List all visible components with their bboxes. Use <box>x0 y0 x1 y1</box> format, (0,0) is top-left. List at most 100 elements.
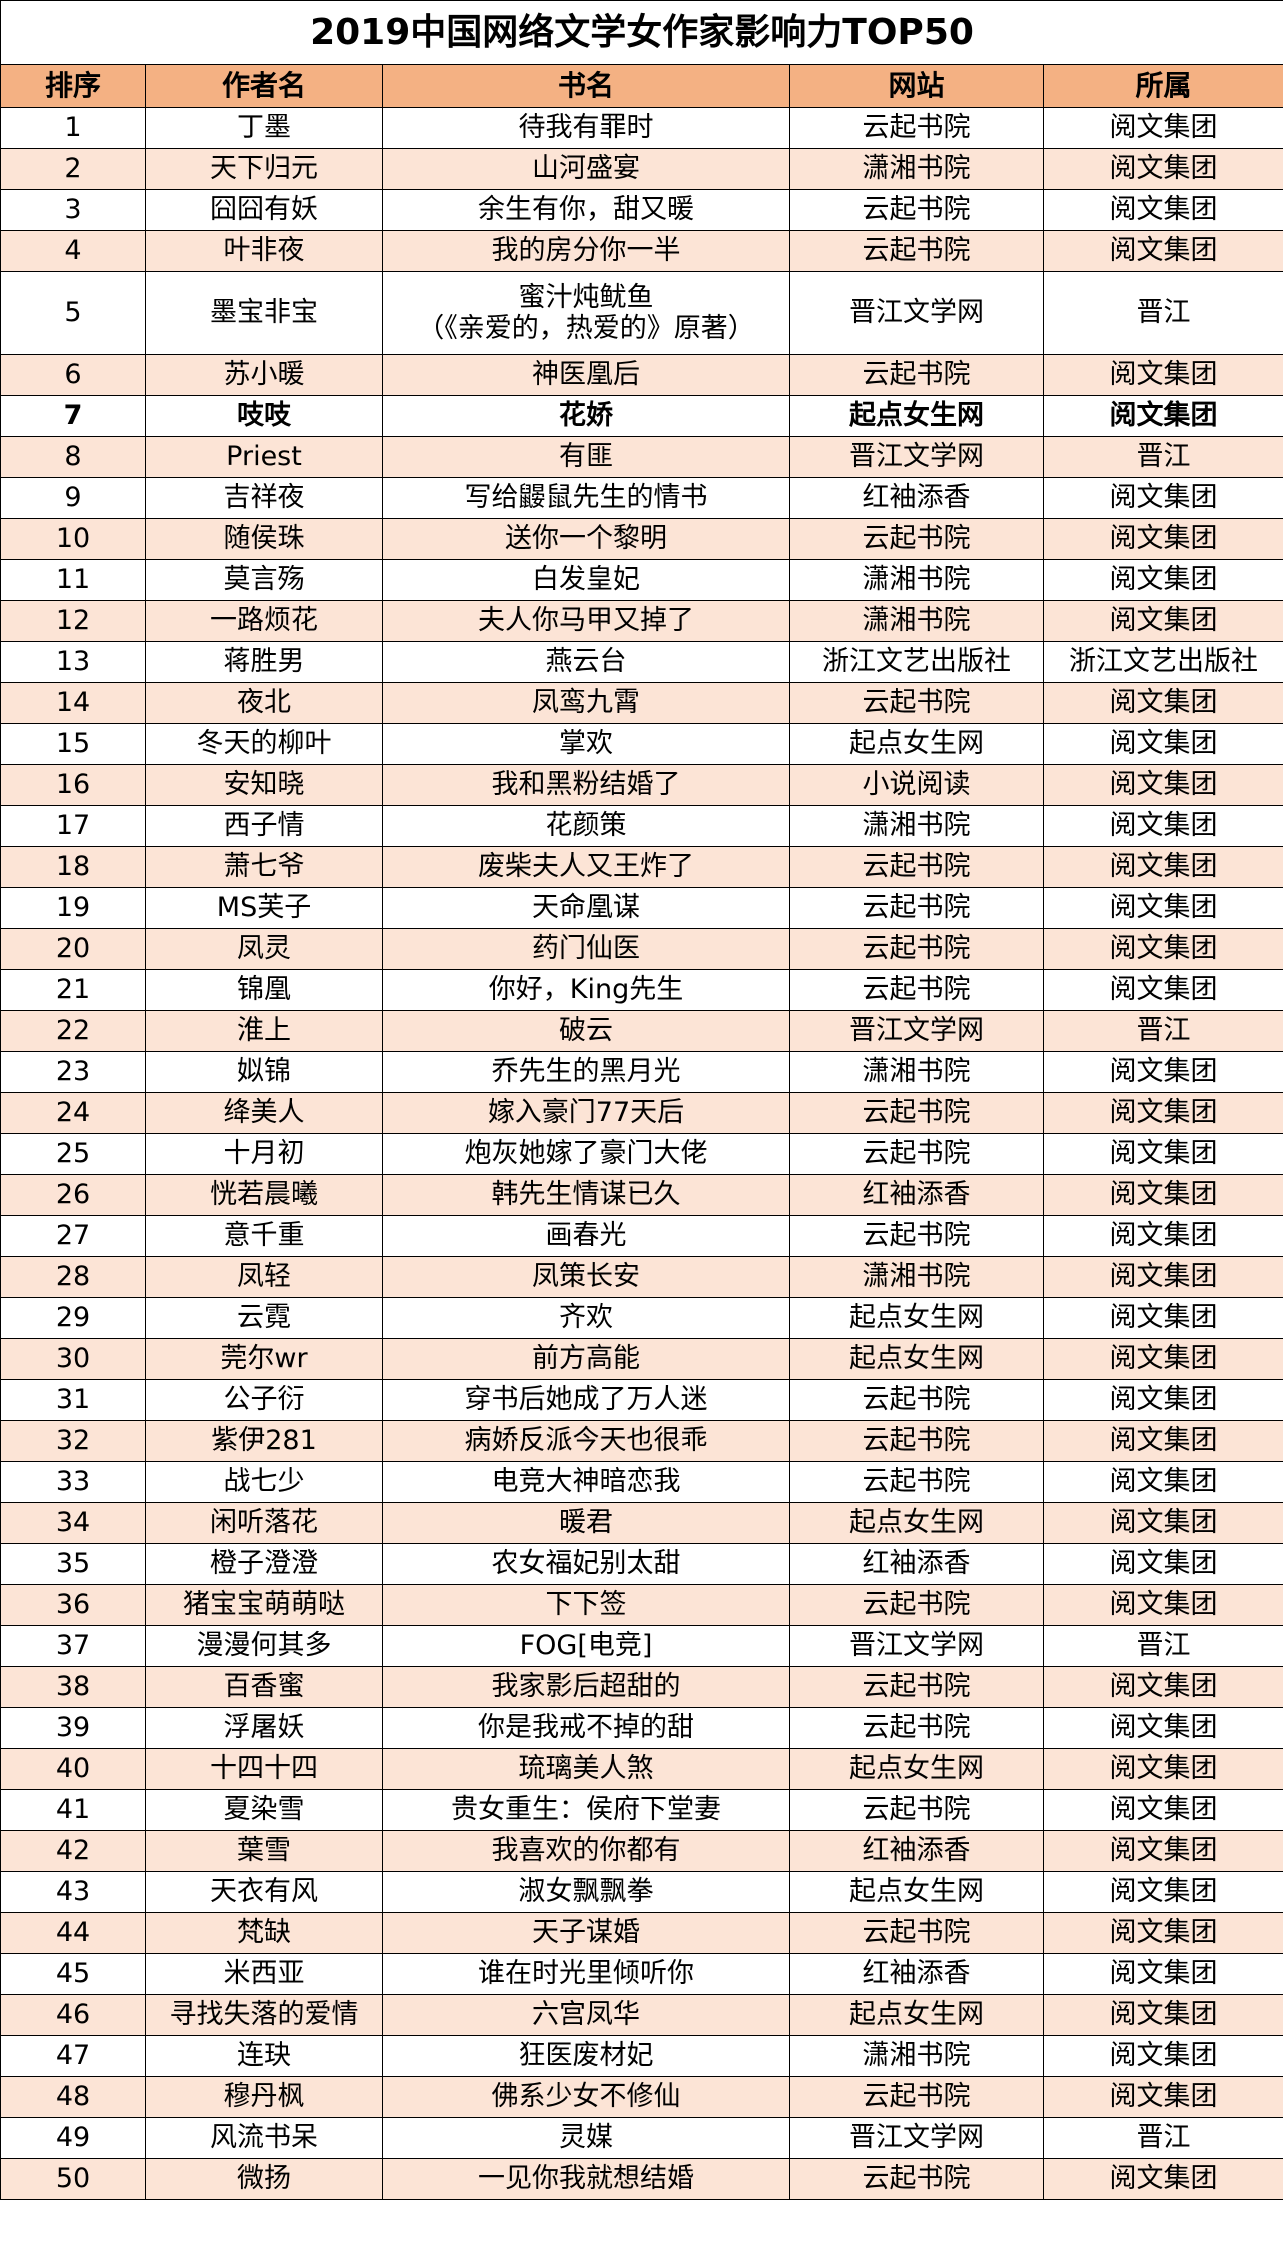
cell-book: 药门仙医 <box>382 928 790 970</box>
cell-book: 齐欢 <box>382 1297 790 1339</box>
cell-rank: 17 <box>0 805 146 847</box>
cell-group: 阅文集团 <box>1043 148 1283 190</box>
cell-author: 莫言殇 <box>145 559 383 601</box>
cell-site: 潇湘书院 <box>789 805 1044 847</box>
cell-rank: 50 <box>0 2158 146 2200</box>
cell-site: 云起书院 <box>789 1789 1044 1831</box>
header-row: 排序 作者名 书名 网站 所属 <box>0 64 1283 108</box>
cell-book: 神医凰后 <box>382 354 790 396</box>
table-row: 44 梵缺 天子谋婚 云起书院 阅文集团 <box>0 1912 1283 1954</box>
table-row: 32 紫伊281 病娇反派今天也很乖 云起书院 阅文集团 <box>0 1420 1283 1462</box>
cell-site: 浙江文艺出版社 <box>789 641 1044 683</box>
cell-author: 叶非夜 <box>145 230 383 272</box>
cell-book: 余生有你，甜又暖 <box>382 189 790 231</box>
table-row: 50 微扬 一见你我就想结婚 云起书院 阅文集团 <box>0 2158 1283 2200</box>
cell-site: 起点女生网 <box>789 1994 1044 2036</box>
table-row: 36 猪宝宝萌萌哒 下下签 云起书院 阅文集团 <box>0 1584 1283 1626</box>
cell-site: 起点女生网 <box>789 1338 1044 1380</box>
header-author: 作者名 <box>145 64 383 108</box>
table-row: 29 云霓 齐欢 起点女生网 阅文集团 <box>0 1297 1283 1339</box>
cell-rank: 2 <box>0 148 146 190</box>
cell-author: 一路烦花 <box>145 600 383 642</box>
cell-site: 起点女生网 <box>789 1502 1044 1544</box>
cell-author: 米西亚 <box>145 1953 383 1995</box>
cell-rank: 22 <box>0 1010 146 1052</box>
cell-book: 佛系少女不修仙 <box>382 2076 790 2118</box>
cell-site: 云起书院 <box>789 1707 1044 1749</box>
cell-rank: 47 <box>0 2035 146 2077</box>
cell-author: 囧囧有妖 <box>145 189 383 231</box>
cell-rank: 40 <box>0 1748 146 1790</box>
cell-author: 微扬 <box>145 2158 383 2200</box>
cell-group: 阅文集团 <box>1043 354 1283 396</box>
cell-rank: 41 <box>0 1789 146 1831</box>
table-row: 38 百香蜜 我家影后超甜的 云起书院 阅文集团 <box>0 1666 1283 1708</box>
cell-rank: 49 <box>0 2117 146 2159</box>
cell-rank: 21 <box>0 969 146 1011</box>
cell-book: 写给鼹鼠先生的情书 <box>382 477 790 519</box>
cell-author: 萧七爷 <box>145 846 383 888</box>
cell-author: 漫漫何其多 <box>145 1625 383 1667</box>
cell-author: 莞尔wr <box>145 1338 383 1380</box>
cell-site: 云起书院 <box>789 1584 1044 1626</box>
table-row: 48 穆丹枫 佛系少女不修仙 云起书院 阅文集团 <box>0 2076 1283 2118</box>
table-row: 18 萧七爷 废柴夫人又王炸了 云起书院 阅文集团 <box>0 846 1283 888</box>
cell-book: 淑女飘飘拳 <box>382 1871 790 1913</box>
table-row: 1 丁墨 待我有罪时 云起书院 阅文集团 <box>0 107 1283 149</box>
cell-author: 绛美人 <box>145 1092 383 1134</box>
cell-site: 起点女生网 <box>789 1748 1044 1790</box>
cell-book: 凤鸾九霄 <box>382 682 790 724</box>
table-row: 20 凤灵 药门仙医 云起书院 阅文集团 <box>0 928 1283 970</box>
cell-rank: 48 <box>0 2076 146 2118</box>
cell-group: 阅文集团 <box>1043 1912 1283 1954</box>
cell-book: 暖君 <box>382 1502 790 1544</box>
cell-group: 晋江 <box>1043 1010 1283 1052</box>
cell-author: 恍若晨曦 <box>145 1174 383 1216</box>
cell-rank: 5 <box>0 271 146 355</box>
cell-author: 云霓 <box>145 1297 383 1339</box>
cell-rank: 13 <box>0 641 146 683</box>
cell-site: 云起书院 <box>789 969 1044 1011</box>
table-row: 35 橙子澄澄 农女福妃别太甜 红袖添香 阅文集团 <box>0 1543 1283 1585</box>
cell-site: 晋江文学网 <box>789 1625 1044 1667</box>
cell-group: 阅文集团 <box>1043 1584 1283 1626</box>
cell-rank: 34 <box>0 1502 146 1544</box>
table-row: 31 公子衍 穿书后她成了万人迷 云起书院 阅文集团 <box>0 1379 1283 1421</box>
cell-group: 阅文集团 <box>1043 1133 1283 1175</box>
cell-site: 起点女生网 <box>789 1871 1044 1913</box>
cell-group: 阅文集团 <box>1043 1174 1283 1216</box>
cell-group: 阅文集团 <box>1043 1707 1283 1749</box>
table-row: 5 墨宝非宝 蜜汁炖鱿鱼 （《亲爱的，热爱的》原著） 晋江文学网 晋江 <box>0 271 1283 355</box>
table-row: 6 苏小暖 神医凰后 云起书院 阅文集团 <box>0 354 1283 396</box>
table-row: 9 吉祥夜 写给鼹鼠先生的情书 红袖添香 阅文集团 <box>0 477 1283 519</box>
cell-site: 云起书院 <box>789 2158 1044 2200</box>
table-row: 25 十月初 炮灰她嫁了豪门大佬 云起书院 阅文集团 <box>0 1133 1283 1175</box>
cell-group: 浙江文艺出版社 <box>1043 641 1283 683</box>
cell-book: 凤策长安 <box>382 1256 790 1298</box>
cell-author: 吱吱 <box>145 395 383 437</box>
cell-site: 云起书院 <box>789 354 1044 396</box>
cell-group: 阅文集团 <box>1043 1092 1283 1134</box>
table-row: 41 夏染雪 贵女重生：侯府下堂妻 云起书院 阅文集团 <box>0 1789 1283 1831</box>
cell-group: 阅文集团 <box>1043 2076 1283 2118</box>
cell-author: 猪宝宝萌萌哒 <box>145 1584 383 1626</box>
cell-rank: 44 <box>0 1912 146 1954</box>
cell-site: 潇湘书院 <box>789 1051 1044 1093</box>
cell-group: 阅文集团 <box>1043 2035 1283 2077</box>
cell-rank: 6 <box>0 354 146 396</box>
table-row: 30 莞尔wr 前方高能 起点女生网 阅文集团 <box>0 1338 1283 1380</box>
cell-site: 红袖添香 <box>789 1174 1044 1216</box>
cell-group: 阅文集团 <box>1043 846 1283 888</box>
header-rank: 排序 <box>0 64 146 108</box>
cell-site: 云起书院 <box>789 887 1044 929</box>
cell-book: 穿书后她成了万人迷 <box>382 1379 790 1421</box>
cell-author: 姒锦 <box>145 1051 383 1093</box>
cell-site: 云起书院 <box>789 1092 1044 1134</box>
cell-book: 送你一个黎明 <box>382 518 790 560</box>
cell-author: 紫伊281 <box>145 1420 383 1462</box>
table-row: 13 蒋胜男 燕云台 浙江文艺出版社 浙江文艺出版社 <box>0 641 1283 683</box>
cell-author: MS芙子 <box>145 887 383 929</box>
cell-group: 阅文集团 <box>1043 928 1283 970</box>
table-row: 21 锦凰 你好，King先生 云起书院 阅文集团 <box>0 969 1283 1011</box>
cell-book: 贵女重生：侯府下堂妻 <box>382 1789 790 1831</box>
